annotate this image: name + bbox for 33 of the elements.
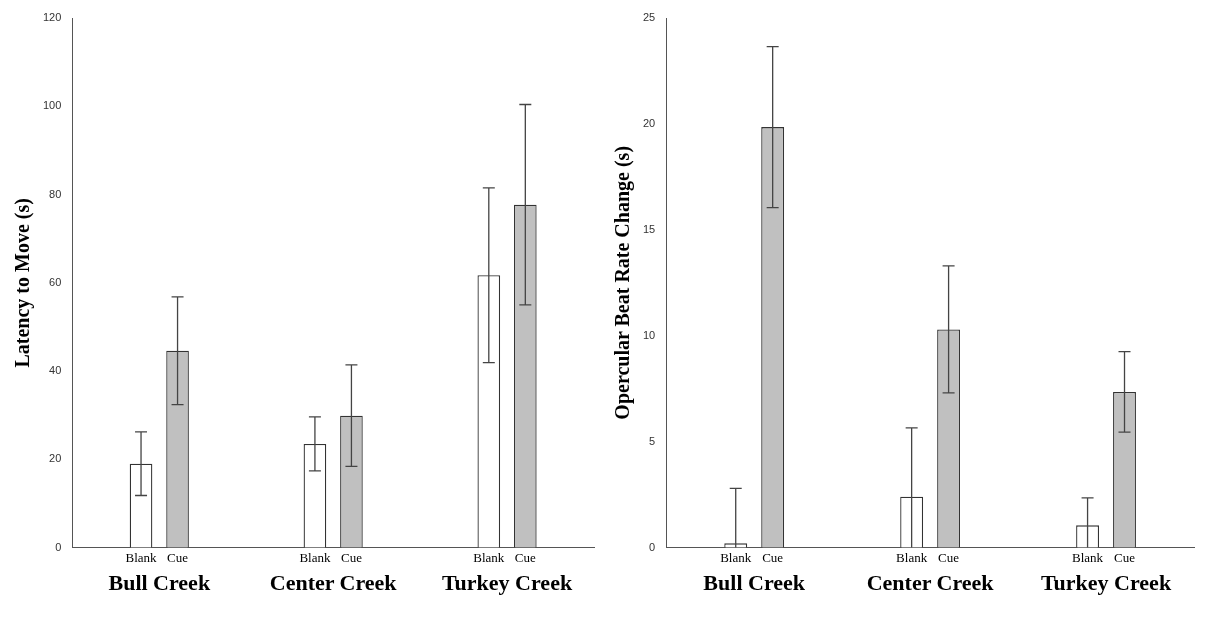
y-tick-label: 5 [649,434,656,447]
text: Blank [299,549,331,565]
text: Cue [340,549,362,565]
y-tick-label: 15 [642,222,656,235]
y-tick-label: 60 [49,275,62,288]
y-tick-label: 25 [642,11,656,24]
x-tick-label: Bull Creek [703,570,806,596]
x-tick-label: Bull Creek [108,570,211,596]
x-tick-label: Center Creek [866,570,995,596]
y-axis-title: Opercular Beat Rate Change (s) [611,145,635,420]
text: Blank [720,549,752,565]
x-tick-label: Turkey Creek [1040,570,1172,596]
y-tick-label: 0 [55,540,62,553]
y-tick-label: 80 [49,187,62,200]
y-tick-label: 20 [49,452,62,465]
x-tick-label: Turkey Creek [441,570,573,596]
y-tick-label: 100 [42,99,62,112]
series-label: Blank [125,549,158,565]
y-tick-label: 40 [49,364,62,377]
y-tick-label: 20 [642,116,656,129]
text: Cue [167,549,189,565]
text: Cue [1114,549,1135,565]
text: Blank [896,549,928,565]
series-label: Cue [762,549,784,565]
text: Blank [473,549,505,565]
y-tick-label: 10 [642,328,656,341]
series-label: Blank [1072,549,1104,565]
y-tick-label: 120 [42,11,62,24]
x-tick-label: Center Creek [269,570,398,596]
y-tick-label: 0 [649,540,656,553]
text: Cue [938,549,960,565]
y-axis-title: Latency to Move (s) [11,198,35,368]
series-label: Cue [514,549,537,565]
